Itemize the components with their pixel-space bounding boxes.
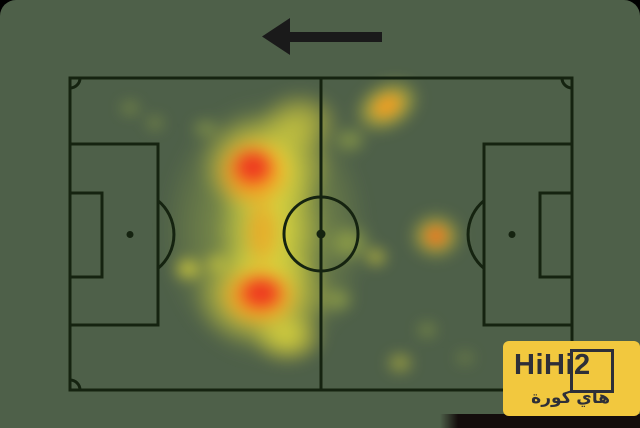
right-penalty-spot: [508, 231, 516, 238]
logo-title: HiHi2: [514, 349, 591, 381]
heat-blob-max: [427, 228, 444, 243]
right-goal-area: [538, 191, 574, 279]
heat-blob-medium: [171, 255, 204, 282]
heat-blob-max: [230, 146, 277, 187]
logo-subtitle: هاي كورة: [531, 388, 610, 407]
left-penalty-spot: [126, 231, 134, 238]
right-penalty-area: [482, 142, 574, 327]
corner-arc-bottom-left: [69, 378, 82, 391]
bottom-strip: [440, 414, 640, 428]
left-penalty-arc: [157, 199, 176, 270]
heat-blob-medium: [363, 246, 390, 269]
attack-direction-arrow-icon: [262, 18, 382, 55]
logo-square-frame: [570, 349, 614, 393]
centre-circle: [282, 195, 360, 273]
left-goal-area: [68, 191, 104, 279]
left-penalty-area: [68, 142, 160, 327]
heat-blob-medium: [384, 350, 415, 375]
centre-spot: [316, 229, 326, 239]
heat-layer: [70, 78, 572, 390]
heat-blob-low: [143, 113, 166, 132]
corner-arc-top-right: [560, 77, 573, 90]
pitch-markings: [68, 76, 574, 392]
football-pitch: [68, 76, 574, 392]
heat-blob-low: [414, 320, 439, 341]
corner-arc-top-left: [69, 77, 82, 90]
heat-blob-max: [235, 273, 286, 312]
heat-blob-low: [453, 348, 478, 367]
heat-blob-high: [241, 192, 282, 273]
heat-blob-low: [118, 98, 143, 117]
heat-blob-medium: [202, 252, 229, 275]
right-penalty-arc: [466, 199, 485, 270]
watermark-logo: HiHi2 هاي كورة: [503, 341, 640, 416]
